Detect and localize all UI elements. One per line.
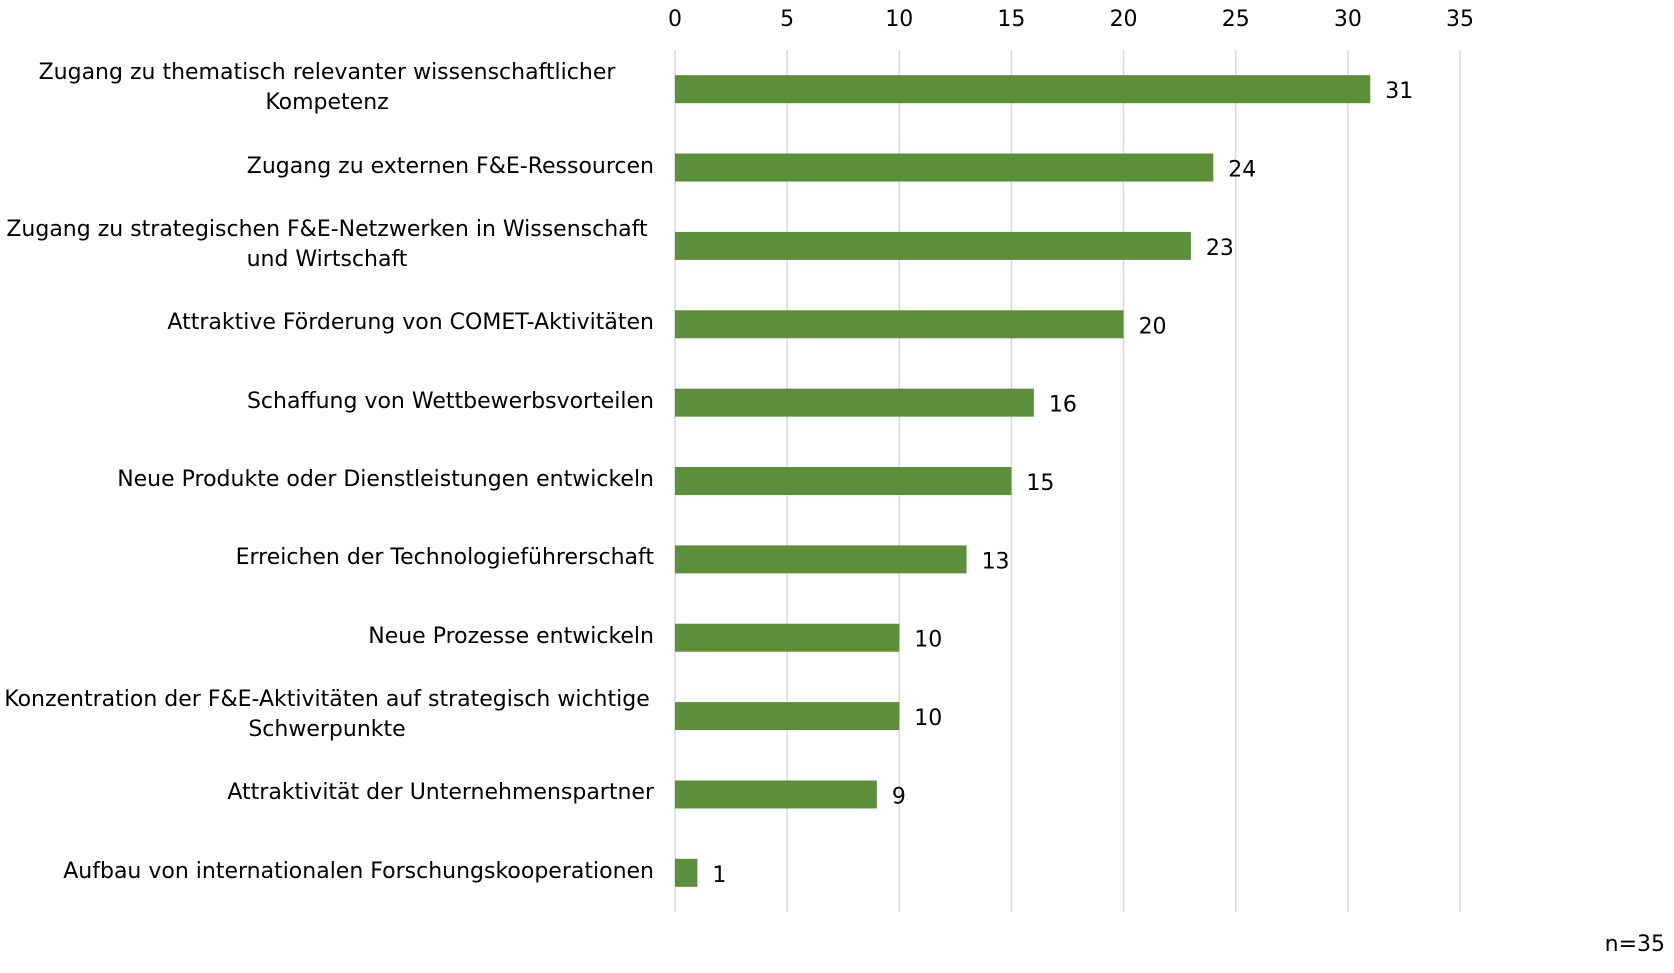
y-tick-label: Zugang zu externen F&E-Ressourcen (246, 153, 654, 179)
bar (675, 388, 1034, 417)
y-tick-label: Neue Produkte oder Dienstleistungen entw… (117, 467, 654, 492)
bar (675, 231, 1191, 260)
bar (675, 75, 1371, 104)
bar (675, 702, 900, 731)
data-label: 20 (1139, 314, 1167, 339)
x-tick-label: 10 (885, 7, 913, 32)
bar (675, 310, 1124, 339)
bar (675, 153, 1214, 182)
x-tick-label: 25 (1222, 7, 1250, 32)
data-label: 15 (1026, 471, 1054, 496)
x-tick-label: 15 (997, 7, 1025, 32)
x-tick-label: 20 (1110, 7, 1138, 32)
data-label: 13 (982, 549, 1010, 574)
y-tick-label: Schaffung von Wettbewerbsvorteilen (246, 388, 654, 414)
y-tick-label: Attraktivität der Unternehmenspartner (227, 780, 654, 806)
y-tick-label: Aufbau von internationalen Forschungskoo… (63, 858, 654, 884)
y-tick-label: Zugang zu thematisch relevanter wissensc… (38, 60, 616, 116)
data-label: 31 (1385, 79, 1413, 104)
x-tick-label: 35 (1446, 7, 1474, 32)
data-label: 9 (892, 784, 906, 809)
x-tick-label: 5 (780, 7, 794, 32)
data-label: 1 (712, 863, 726, 888)
y-tick-label: Zugang zu strategischen F&E-Netzwerken i… (6, 216, 648, 272)
x-tick-label: 30 (1334, 7, 1362, 32)
data-label: 23 (1206, 236, 1234, 261)
y-tick-label: Attraktive Förderung von COMET-Aktivität… (167, 310, 654, 336)
data-label: 10 (914, 628, 942, 653)
y-tick-label: Erreichen der Technologieführerschaft (235, 545, 654, 571)
bar (675, 858, 698, 887)
x-tick-label: 0 (668, 7, 682, 32)
bar (675, 780, 877, 809)
y-tick-label: Neue Prozesse entwickeln (368, 623, 654, 649)
bar (675, 467, 1012, 495)
bar (675, 545, 967, 574)
y-tick-label: Konzentration der F&E-Aktivitäten auf st… (4, 687, 650, 743)
annotation: n=35 (1605, 932, 1665, 957)
bar (675, 623, 900, 652)
data-label: 10 (914, 706, 942, 731)
data-label: 16 (1049, 393, 1077, 418)
data-label: 24 (1228, 158, 1256, 183)
